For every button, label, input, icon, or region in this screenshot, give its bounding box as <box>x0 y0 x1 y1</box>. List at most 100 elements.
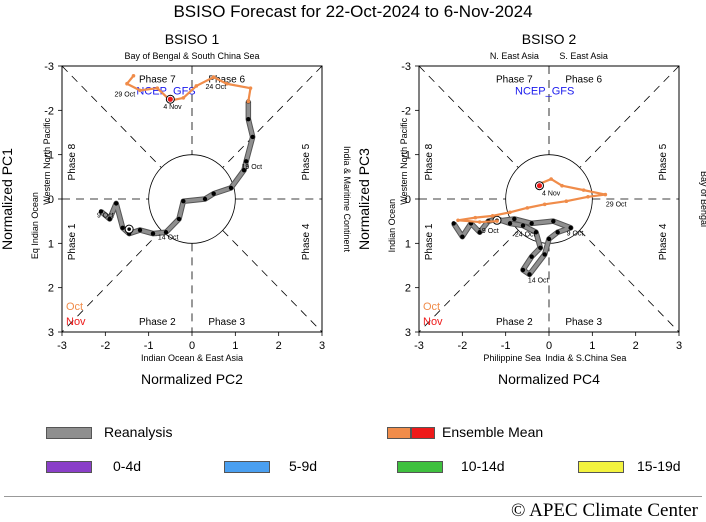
bsiso1-month-label-oct: Oct <box>66 301 83 313</box>
bsiso2-ensemble-mean-date-label: 24 Oct <box>515 232 536 239</box>
bsiso1-phase-label-phase8: Phase 8 <box>67 143 78 180</box>
bsiso1-reanalysis-date-label: 14 Oct <box>158 235 179 242</box>
bsiso2-ensemble-mean-point <box>490 214 495 218</box>
bsiso2-reanalysis-point <box>542 252 547 257</box>
bsiso1-diag-dash-br <box>222 230 323 333</box>
bsiso2-reanalysis-point <box>460 234 465 239</box>
bsiso1-ensemble-mean-point <box>224 81 229 86</box>
bsiso2-ensemble-mean-point <box>477 220 482 224</box>
bsiso2-month-label-oct: Oct <box>423 301 440 313</box>
bsiso2-region-right: Bay of Bengal <box>699 171 706 227</box>
legend-label-10-14d: 10-14d <box>461 458 505 474</box>
bsiso2-phase-label-phase7: Phase 7 <box>496 74 533 85</box>
bsiso2-month-label-nov: Nov <box>423 316 443 328</box>
bsiso1-diag-dash-tr <box>222 65 323 168</box>
bsiso1-phase-label-phase5: Phase 5 <box>301 143 312 180</box>
bsiso2-reanalysis-point <box>551 218 556 224</box>
bsiso2-reanalysis-point <box>451 221 456 226</box>
bsiso2-reanalysis-point <box>546 236 552 242</box>
bsiso1-x-tick-label: 3 <box>319 340 325 352</box>
bsiso1-region-left-a: Eq Indian Ocean <box>30 192 40 259</box>
bsiso2-phase-label-phase5: Phase 5 <box>658 143 669 180</box>
bsiso2-reanalysis-point <box>527 272 532 277</box>
bsiso2-reanalysis-point <box>555 230 560 235</box>
legend-swatch-ensemble-orange <box>387 427 411 439</box>
bsiso2-region-left-b: Western North Pacific <box>399 117 409 204</box>
bsiso1-reanalysis-point <box>228 185 234 191</box>
bsiso2-reanalysis-point <box>507 221 513 226</box>
bsiso2-reanalysis-point <box>533 230 539 235</box>
bsiso1-region-left-b: Western North Pacific <box>42 117 52 204</box>
bsiso1-y-tick-label: 3 <box>48 327 54 339</box>
bsiso1-x-tick-label: 2 <box>276 340 282 352</box>
bsiso1-reanalysis-point <box>181 199 186 204</box>
bsiso1-x-tick-label: 1 <box>232 340 238 352</box>
bsiso1-reanalysis-date-label: 9 Oct <box>97 213 114 220</box>
bsiso1-reanalysis-point <box>98 209 104 214</box>
bsiso1-phase-label-phase7: Phase 7 <box>139 74 176 85</box>
bsiso1-ensemble-mean-date-label: 29 Oct <box>115 91 136 98</box>
legend-swatch-ensemble-red <box>411 427 435 439</box>
bsiso2-reanalysis-point <box>520 267 526 273</box>
bsiso2-x-tick-label: 2 <box>633 340 639 352</box>
bsiso2-region-bottom-right: India & S.China Sea <box>545 353 626 363</box>
legend-swatch-5-9d <box>224 461 270 473</box>
bsiso2-x-tick-label: 1 <box>589 340 595 352</box>
bsiso2-region-left-a: Indian Ocean <box>387 199 397 253</box>
bsiso2-ensemble-mean-point <box>581 188 586 192</box>
bsiso2-ensemble-mean-date-label: 29 Oct <box>606 201 627 208</box>
bsiso1-ensemble-mean-point <box>155 86 160 90</box>
bsiso2-y-tick-label: -3 <box>401 61 411 73</box>
bsiso2-y-tick-label: 0 <box>405 194 411 206</box>
bsiso1-unit-circle <box>148 154 236 244</box>
bsiso2-ensemble-mean-point <box>586 194 590 199</box>
bsiso2-phase-label-phase2: Phase 2 <box>496 317 533 328</box>
legend-swatch-10-14d <box>397 461 443 473</box>
bsiso1-reanalysis-point <box>241 167 247 173</box>
bsiso1-ensemble-mean-point <box>131 73 136 78</box>
bsiso2-x-tick-label: 3 <box>676 340 682 352</box>
bsiso2-ensemble-mean-point <box>495 219 499 223</box>
bsiso1-ensemble-mean-point <box>246 99 251 104</box>
credit-text: © APEC Climate Center <box>510 500 698 521</box>
legend-label-15-19d: 15-19d <box>637 458 681 474</box>
bsiso2-reanalysis-date-label: 14 Oct <box>528 278 549 285</box>
bsiso1-y-tick-label: -3 <box>44 61 54 73</box>
bsiso1-x-tick-label: -2 <box>100 340 110 352</box>
bsiso2-model-label: NCEP_GFS <box>515 85 574 97</box>
bsiso2-y-axis-label: Normalized PC3 <box>356 148 372 250</box>
chart-title: BSISO Forecast for 22-Oct-2024 to 6-Nov-… <box>173 2 533 21</box>
bsiso1-region-bottom: Indian Ocean & East Asia <box>141 353 243 363</box>
bsiso2-reanalysis-line-outline <box>451 216 574 278</box>
legend-label-5-9d: 5-9d <box>289 458 318 474</box>
bsiso2-phase-label-phase1: Phase 1 <box>424 223 435 260</box>
bsiso2-end-marker-dot <box>536 183 543 189</box>
bsiso1-ensemble-mean-date-label: 24 Oct <box>206 84 227 91</box>
bsiso1-x-axis-label: Normalized PC2 <box>141 371 243 387</box>
bsiso1-reanalysis-line <box>99 101 255 236</box>
bsiso2-ensemble-mean-point <box>542 202 547 207</box>
bsiso1-ensemble-mean-point <box>211 75 216 79</box>
bsiso2-ensemble-mean-point <box>564 199 569 204</box>
bsiso2-y-tick-label: -1 <box>401 150 411 162</box>
bsiso1-reanalysis-line-outline <box>99 101 256 237</box>
bsiso1-x-tick-label: 0 <box>189 340 195 352</box>
bsiso2-reanalysis-point <box>477 230 482 235</box>
bsiso2-x-axis-label: Normalized PC4 <box>498 371 600 387</box>
bsiso1-end-marker-dot <box>167 96 173 102</box>
bsiso2-diag-dash-bl <box>418 230 519 333</box>
bsiso2-ensemble-mean-point <box>525 206 530 210</box>
bsiso2-reanalysis-date-label: 19 Oct <box>478 228 499 235</box>
bsiso2-phase-label-phase4: Phase 4 <box>658 223 669 260</box>
bsiso1-phase-label-phase1: Phase 1 <box>67 223 78 260</box>
bsiso1-reanalysis-point <box>202 196 208 202</box>
bsiso1-reanalysis-point <box>163 230 169 235</box>
bsiso1-y-axis-label: Normalized PC1 <box>0 148 15 250</box>
bsiso1-reanalysis-date-label: 19 Oct <box>241 164 262 171</box>
bsiso2-reanalysis-point <box>568 225 573 231</box>
bsiso1-ensemble-mean-point <box>194 84 199 88</box>
bsiso2-reanalysis-point <box>529 254 534 259</box>
bsiso1-reanalysis-point <box>107 216 112 222</box>
bsiso1-y-tick-label: -1 <box>44 150 54 162</box>
